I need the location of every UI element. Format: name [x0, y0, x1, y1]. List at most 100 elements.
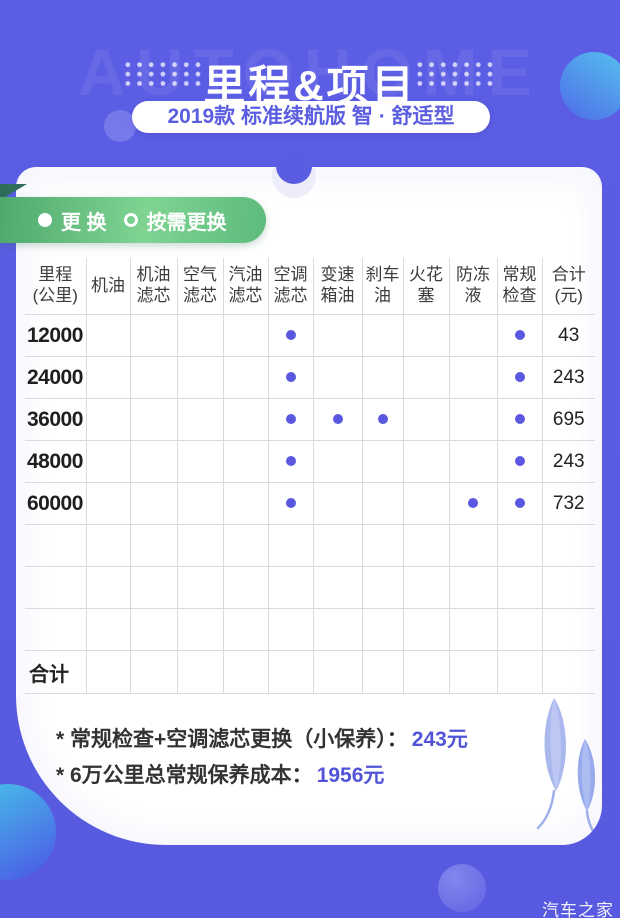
empty-cell — [130, 566, 178, 609]
mileage-cell: 60000 — [25, 482, 87, 525]
total-cell: 43 — [542, 314, 595, 357]
service-cell — [130, 398, 178, 441]
summary-empty-cell — [449, 650, 498, 694]
service-cell — [403, 440, 450, 483]
service-cell — [449, 482, 498, 525]
replace-dot-icon — [514, 330, 525, 341]
service-cell — [177, 440, 224, 483]
service-cell — [268, 440, 314, 483]
empty-row — [25, 524, 595, 567]
empty-cell — [497, 566, 543, 609]
service-cell — [177, 482, 224, 525]
note-total-cost: * 6万公里总常规保养成本： 1956元 — [56, 758, 468, 794]
maintenance-table: 里程 (公里) 机油 机油 滤芯 空气 滤芯 汽油 滤芯 空调 滤芯 变速 箱油 刹车 油火花… — [25, 258, 595, 694]
service-cell — [268, 482, 314, 525]
service-cell — [86, 398, 131, 441]
summary-empty-cell — [403, 650, 450, 694]
empty-cell — [403, 608, 450, 651]
summary-empty-cell — [86, 650, 131, 694]
replace-dot-icon — [514, 498, 525, 509]
service-cell — [268, 314, 314, 357]
empty-cell — [177, 608, 224, 651]
column-header: 里程 (公里) — [25, 258, 87, 315]
replace-dot-icon — [468, 498, 478, 509]
total-cell: 732 — [542, 482, 595, 525]
decor-circle-subtitle — [104, 110, 136, 142]
service-cell — [223, 398, 269, 441]
dot-grid-right-decoration — [412, 58, 494, 87]
service-cell — [130, 314, 178, 357]
empty-cell — [86, 566, 131, 609]
service-cell — [449, 398, 498, 441]
replace-dot-icon — [285, 456, 296, 467]
empty-cell — [542, 608, 595, 651]
column-header: 变速 箱油 — [313, 258, 363, 315]
empty-cell — [130, 608, 178, 651]
service-cell — [313, 314, 363, 357]
note-small-service-value: 243元 — [411, 728, 468, 751]
summary-empty-cell — [177, 650, 224, 694]
note-small-service: * 常规检查+空调滤芯更换（小保养）： 243元 — [56, 722, 468, 758]
service-cell — [362, 356, 404, 399]
service-cell — [362, 440, 404, 483]
service-cell — [362, 482, 404, 525]
empty-cell — [25, 524, 87, 567]
empty-cell — [313, 566, 363, 609]
summary-empty-cell — [542, 650, 595, 694]
empty-cell — [542, 524, 595, 567]
replace-dot-icon — [514, 456, 525, 467]
service-cell — [449, 356, 498, 399]
service-cell — [86, 356, 131, 399]
empty-cell — [403, 566, 450, 609]
summary-empty-cell — [313, 650, 363, 694]
service-cell — [497, 440, 543, 483]
service-cell — [177, 398, 224, 441]
service-cell — [403, 356, 450, 399]
column-header: 汽油 滤芯 — [223, 258, 269, 315]
empty-cell — [86, 524, 131, 567]
total-cell: 243 — [542, 356, 595, 399]
service-cell — [86, 440, 131, 483]
note-small-service-label: * 常规检查+空调滤芯更换（小保养）： — [56, 728, 408, 751]
note-total-cost-label: * 6万公里总常规保养成本： — [56, 764, 313, 787]
service-cell — [313, 398, 363, 441]
empty-cell — [542, 566, 595, 609]
service-cell — [403, 482, 450, 525]
service-cell — [497, 398, 543, 441]
mileage-cell: 12000 — [25, 314, 87, 357]
empty-cell — [362, 566, 404, 609]
service-cell — [313, 440, 363, 483]
column-header: 合计 (元) — [542, 258, 595, 315]
total-cell: 695 — [542, 398, 595, 441]
column-header: 常规 检查 — [497, 258, 543, 315]
decor-circle-bottom-left — [0, 784, 56, 880]
empty-cell — [86, 608, 131, 651]
empty-cell — [313, 524, 363, 567]
replace-dot-icon — [285, 498, 296, 509]
empty-row — [25, 566, 595, 609]
table-header-row: 里程 (公里) 机油 机油 滤芯 空气 滤芯 汽油 滤芯 空调 滤芯 变速 箱油 刹车 油火花… — [25, 258, 595, 315]
replace-dot-icon — [514, 414, 525, 425]
summary-empty-cell — [268, 650, 314, 694]
decor-circle-top-right — [560, 52, 620, 120]
filled-dot-icon — [38, 213, 52, 227]
summary-empty-cell — [497, 650, 543, 694]
column-header: 空气 滤芯 — [177, 258, 224, 315]
service-cell — [497, 482, 543, 525]
empty-cell — [223, 524, 269, 567]
empty-cell — [449, 566, 498, 609]
empty-cell — [362, 524, 404, 567]
table-row: 12000 43 — [25, 314, 595, 357]
empty-cell — [313, 608, 363, 651]
service-cell — [362, 314, 404, 357]
empty-cell — [25, 608, 87, 651]
replace-dot-icon — [332, 414, 343, 425]
service-cell — [497, 314, 543, 357]
empty-row — [25, 608, 595, 651]
empty-cell — [177, 566, 224, 609]
column-header: 机油 — [86, 258, 131, 315]
summary-empty-cell — [130, 650, 178, 694]
table-row: 60000 732 — [25, 482, 595, 525]
summary-row: 合计 — [25, 650, 595, 694]
